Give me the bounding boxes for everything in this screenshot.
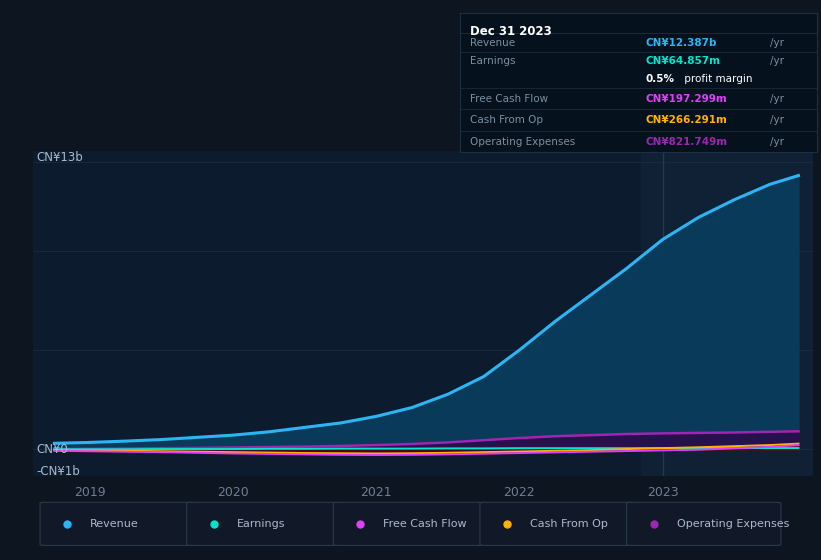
FancyBboxPatch shape — [40, 502, 195, 545]
FancyBboxPatch shape — [626, 502, 781, 545]
Text: Revenue: Revenue — [470, 38, 516, 48]
Text: Free Cash Flow: Free Cash Flow — [470, 94, 548, 104]
Text: 0.5%: 0.5% — [645, 74, 675, 83]
FancyBboxPatch shape — [333, 502, 488, 545]
Text: -CN¥1b: -CN¥1b — [37, 465, 80, 478]
Text: Free Cash Flow: Free Cash Flow — [383, 519, 467, 529]
Text: Operating Expenses: Operating Expenses — [677, 519, 789, 529]
FancyBboxPatch shape — [186, 502, 341, 545]
Text: CN¥12.387b: CN¥12.387b — [645, 38, 717, 48]
Text: CN¥266.291m: CN¥266.291m — [645, 115, 727, 125]
Text: /yr: /yr — [770, 115, 785, 125]
Text: /yr: /yr — [770, 38, 785, 48]
Text: profit margin: profit margin — [681, 74, 753, 83]
Text: Cash From Op: Cash From Op — [470, 115, 544, 125]
FancyBboxPatch shape — [480, 502, 635, 545]
Text: /yr: /yr — [770, 137, 785, 147]
Text: CN¥821.749m: CN¥821.749m — [645, 137, 727, 147]
Text: CN¥197.299m: CN¥197.299m — [645, 94, 727, 104]
Text: CN¥13b: CN¥13b — [37, 151, 84, 164]
Text: Operating Expenses: Operating Expenses — [470, 137, 576, 147]
Text: Dec 31 2023: Dec 31 2023 — [470, 25, 553, 38]
Text: Earnings: Earnings — [237, 519, 286, 529]
Text: /yr: /yr — [770, 94, 785, 104]
Text: Revenue: Revenue — [90, 519, 139, 529]
Text: CN¥64.857m: CN¥64.857m — [645, 55, 721, 66]
Bar — [641, 151, 813, 476]
Text: Earnings: Earnings — [470, 55, 516, 66]
Text: /yr: /yr — [770, 55, 785, 66]
Text: Cash From Op: Cash From Op — [530, 519, 608, 529]
Text: CN¥0: CN¥0 — [37, 443, 68, 456]
